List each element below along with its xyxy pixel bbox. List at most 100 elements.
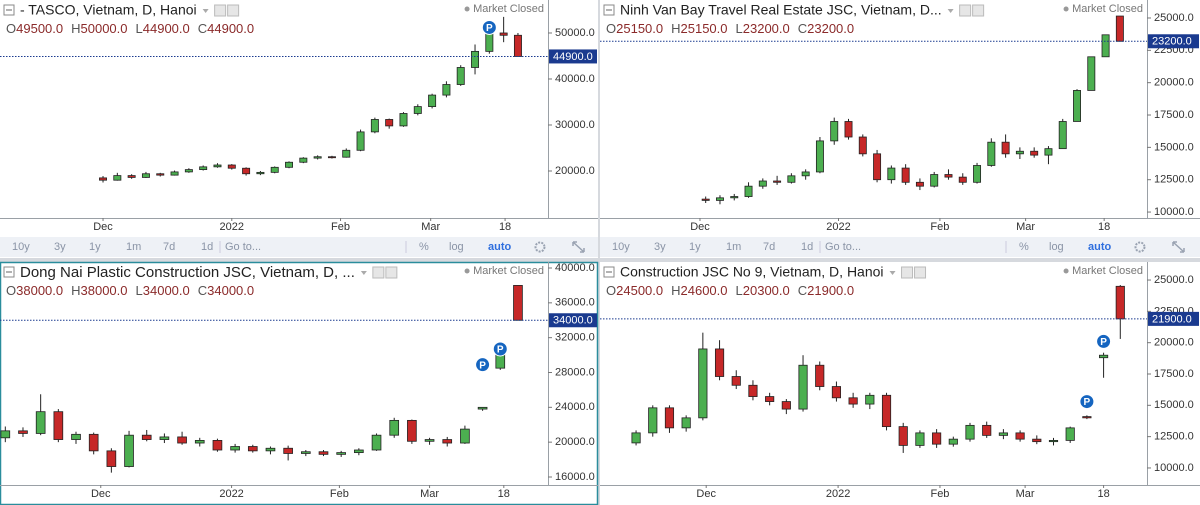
range-button[interactable]: 10y xyxy=(612,241,630,253)
chart-title: Ninh Van Bay Travel Real Estate JSC, Vie… xyxy=(620,2,942,18)
toolbar-bg xyxy=(600,237,1200,257)
legend-value: 23200.0 xyxy=(807,21,854,36)
legend-value: 50000.0 xyxy=(81,21,128,36)
title-dropdown[interactable] xyxy=(360,271,367,275)
range-button[interactable]: 3y xyxy=(54,241,66,253)
candle-body xyxy=(513,285,523,321)
candle-body xyxy=(698,348,708,419)
scale-option[interactable]: log xyxy=(449,241,464,253)
candle-body xyxy=(407,419,417,442)
title-settings-icon[interactable] xyxy=(372,266,385,279)
candle-body xyxy=(781,401,791,410)
candle-body xyxy=(848,397,858,405)
range-button[interactable]: 1y xyxy=(689,241,701,253)
candle-body xyxy=(944,174,953,178)
legend-key: L xyxy=(736,283,743,298)
candle-body xyxy=(730,196,739,199)
range-button[interactable]: 3y xyxy=(654,241,666,253)
title-settings-icon[interactable] xyxy=(385,266,398,279)
y-tick-label: 25000.0 xyxy=(1154,274,1194,286)
candle-body xyxy=(354,449,364,454)
candle-body xyxy=(744,185,753,197)
title-dropdown[interactable] xyxy=(202,9,209,13)
title-settings-icon[interactable] xyxy=(227,4,240,17)
title-settings-icon[interactable] xyxy=(959,4,972,17)
scale-option[interactable]: % xyxy=(419,241,429,253)
y-tick-label: 25000.0 xyxy=(1154,12,1194,24)
title-dropdown[interactable] xyxy=(889,271,896,275)
goto-button[interactable]: Go to... xyxy=(825,241,861,253)
x-tick-label: Feb xyxy=(331,221,350,233)
range-button[interactable]: 1y xyxy=(89,241,101,253)
settings-icon[interactable] xyxy=(1134,241,1146,253)
ohlc-legend: O49500.0 H50000.0 L44900.0 C44900.0 xyxy=(6,21,254,36)
candle-body xyxy=(1058,121,1067,150)
candle-body xyxy=(773,180,782,183)
title-settings-icon[interactable] xyxy=(972,4,985,17)
legend-key: H xyxy=(71,283,80,298)
range-button[interactable]: 1m xyxy=(726,241,741,253)
scale-option-active[interactable]: auto xyxy=(1088,241,1112,253)
y-tick-label: 17500.0 xyxy=(1154,368,1194,380)
candle-body xyxy=(0,430,11,439)
expand-icon[interactable] xyxy=(572,241,585,253)
candle-body xyxy=(327,156,336,159)
y-tick-label: 12500.0 xyxy=(1154,431,1194,443)
candle-body xyxy=(1065,427,1075,441)
event-marker xyxy=(1079,394,1095,410)
range-button[interactable]: 7d xyxy=(163,241,175,253)
last-price-label: 44900.0 xyxy=(553,51,593,63)
range-button[interactable]: 1d xyxy=(801,241,813,253)
candle-body xyxy=(1101,34,1110,58)
market-status: Market Closed xyxy=(1072,265,1143,277)
title-dropdown[interactable] xyxy=(947,9,954,13)
toolbar-bg xyxy=(0,237,598,257)
market-status: Market Closed xyxy=(473,265,544,277)
y-tick-label: 32000.0 xyxy=(555,332,595,344)
candle-body xyxy=(106,450,117,467)
candle-body xyxy=(1115,285,1125,320)
scale-option[interactable]: log xyxy=(1049,241,1064,253)
status-dot xyxy=(1063,6,1069,12)
scale-option-active[interactable]: auto xyxy=(488,241,512,253)
legend-value: 44900.0 xyxy=(143,21,190,36)
legend-key: L xyxy=(136,283,143,298)
candle-body xyxy=(113,175,122,181)
candle-body xyxy=(313,156,322,159)
chart-panel: 20000.0 30000.0 40000.0 50000.0 Dec 2022 Feb Ma… xyxy=(0,0,598,257)
range-button[interactable]: 1m xyxy=(126,241,141,253)
title-settings-icon[interactable] xyxy=(901,266,914,279)
x-tick-label: 18 xyxy=(1098,221,1110,233)
title-settings-icon[interactable] xyxy=(214,4,227,17)
y-tick-label: 15000.0 xyxy=(1154,399,1194,411)
legend-value: 23200.0 xyxy=(743,21,790,36)
title-settings-icon[interactable] xyxy=(914,266,927,279)
legend-key: H xyxy=(671,283,680,298)
last-price-tag xyxy=(549,49,597,64)
range-button[interactable]: 10y xyxy=(12,241,30,253)
x-tick-label: Feb xyxy=(930,488,949,500)
goto-button[interactable]: Go to... xyxy=(225,241,261,253)
y-tick-label: 50000.0 xyxy=(555,27,595,39)
candle-body xyxy=(1044,148,1053,156)
candle-body xyxy=(513,34,522,57)
candle-body xyxy=(213,164,222,168)
candle-body xyxy=(1082,416,1092,419)
candle-body xyxy=(915,181,924,187)
x-tick-label: Dec xyxy=(93,221,113,233)
expand-icon[interactable] xyxy=(1172,241,1185,253)
settings-icon[interactable] xyxy=(534,241,546,253)
candle-body xyxy=(648,407,658,434)
candle-body xyxy=(336,452,346,455)
legend-key: O xyxy=(6,283,16,298)
scale-option[interactable]: % xyxy=(1019,241,1029,253)
range-button[interactable]: 1d xyxy=(201,241,213,253)
last-price-tag xyxy=(1148,311,1199,326)
x-tick-label: Mar xyxy=(421,221,440,233)
candle-body xyxy=(1032,438,1042,443)
legend-value: 25150.0 xyxy=(681,21,728,36)
candle-body xyxy=(370,119,379,133)
event-label: P xyxy=(1100,337,1107,348)
range-button[interactable]: 7d xyxy=(763,241,775,253)
